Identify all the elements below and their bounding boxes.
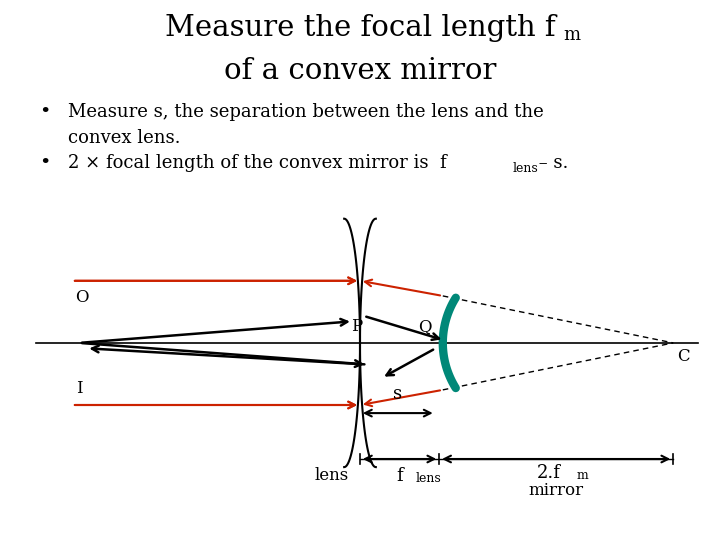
- Text: m: m: [577, 469, 588, 482]
- Text: lens: lens: [415, 472, 441, 485]
- Text: lens: lens: [314, 467, 348, 484]
- Text: •: •: [40, 103, 51, 120]
- Text: convex lens.: convex lens.: [68, 129, 181, 146]
- Text: Measure s, the separation between the lens and the: Measure s, the separation between the le…: [68, 103, 544, 120]
- Text: m: m: [563, 26, 580, 44]
- Text: •: •: [40, 154, 51, 172]
- Text: f: f: [396, 467, 403, 485]
- Text: C: C: [677, 348, 690, 365]
- Text: P: P: [351, 318, 362, 335]
- Text: mirror: mirror: [528, 482, 584, 498]
- Text: – s.: – s.: [533, 154, 568, 172]
- Text: 2.f: 2.f: [537, 464, 561, 482]
- Text: s: s: [393, 386, 402, 403]
- Text: O: O: [76, 288, 89, 306]
- Text: I: I: [76, 380, 82, 397]
- Text: Q: Q: [418, 318, 431, 335]
- Text: of a convex mirror: of a convex mirror: [224, 57, 496, 85]
- Text: Measure the focal length f: Measure the focal length f: [165, 14, 555, 42]
- Text: lens: lens: [513, 162, 539, 175]
- Text: 2 × focal length of the convex mirror is  f: 2 × focal length of the convex mirror is…: [68, 154, 447, 172]
